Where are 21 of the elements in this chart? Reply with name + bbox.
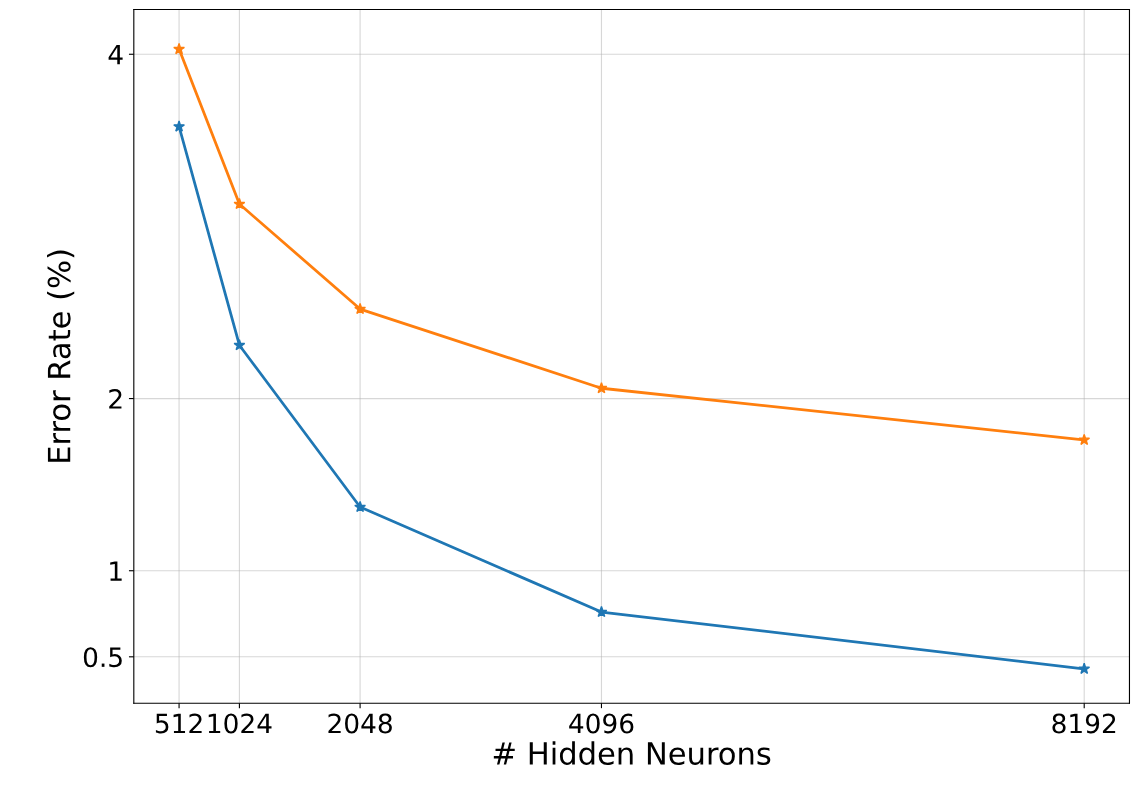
x-tick-label: 4096 xyxy=(569,713,634,734)
point xyxy=(233,338,246,351)
y-axis-title: Error Rate (%) xyxy=(47,250,75,462)
x-tick-label: 8192 xyxy=(1052,713,1116,734)
y-tick-label: 4 xyxy=(108,45,123,65)
point xyxy=(1078,433,1091,446)
point xyxy=(354,302,367,315)
x-tick-label: 512 xyxy=(155,713,202,734)
point xyxy=(1078,662,1091,675)
x-axis-title: # Hidden Neurons xyxy=(493,741,771,765)
y-tick-label: 2 xyxy=(109,389,122,409)
y-tick-label: 0.5 xyxy=(83,647,122,668)
point xyxy=(173,42,186,55)
y-tick-label: 1 xyxy=(110,561,122,581)
point xyxy=(173,120,186,132)
point xyxy=(595,605,608,618)
point xyxy=(233,197,246,210)
x-tick-label: 1024 xyxy=(208,713,272,734)
point xyxy=(595,381,608,394)
x-tick-label: 2048 xyxy=(328,713,392,734)
point xyxy=(354,500,367,513)
